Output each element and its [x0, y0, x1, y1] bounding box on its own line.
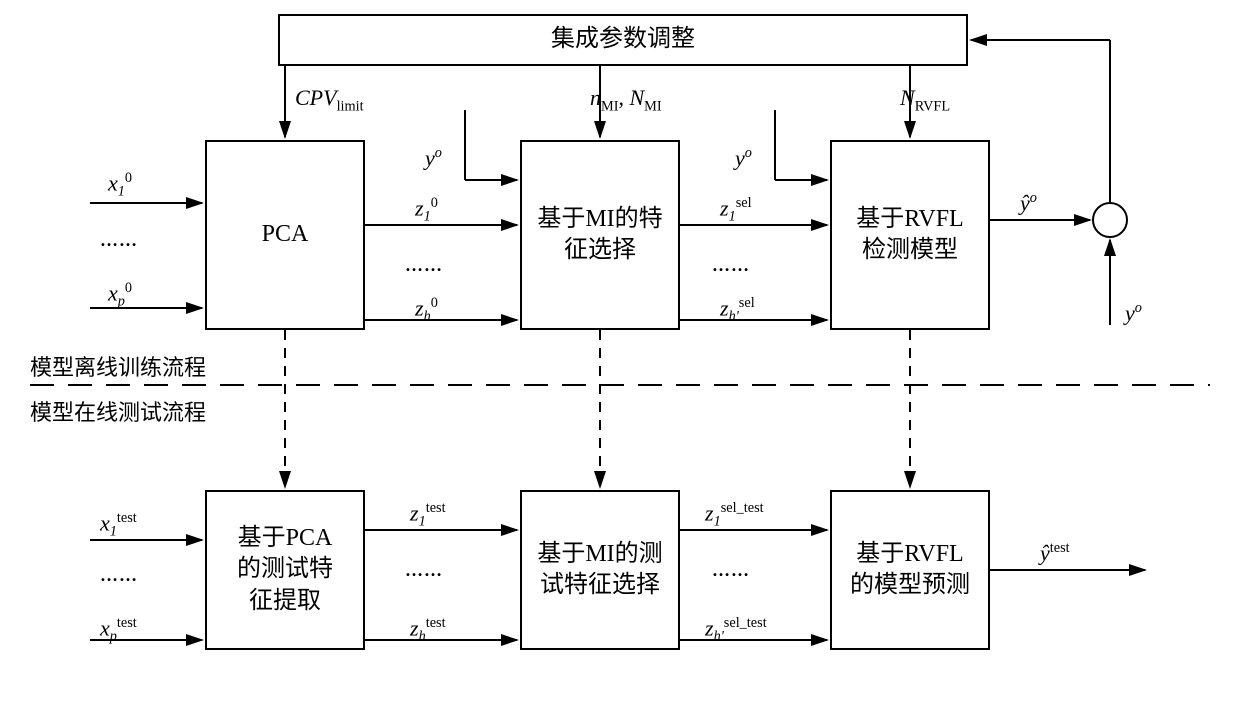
diagram-connectors	[0, 0, 1240, 707]
